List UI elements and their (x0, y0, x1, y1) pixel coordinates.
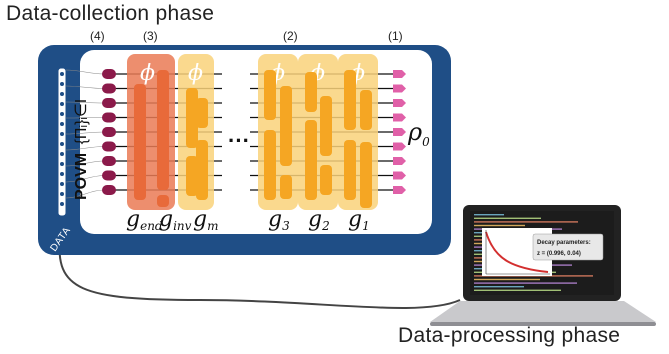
state-prep-marker (393, 99, 406, 107)
register-dot (60, 102, 64, 106)
measurement-marker (102, 98, 116, 108)
ellipsis: ··· (228, 128, 250, 153)
laptop: Decay parameters: z = (0.996, 0.04) (430, 205, 656, 326)
register-dot (60, 112, 64, 116)
register-link (65, 117, 105, 119)
data-processing-title: Data-processing phase (398, 324, 621, 347)
stage-label-3: (3) (143, 29, 158, 43)
gate-pillar (320, 165, 332, 195)
code-line (474, 221, 578, 223)
decay-popup (532, 233, 604, 261)
state-prep-marker (393, 142, 406, 151)
gate-pillar (360, 90, 372, 130)
register-dot (60, 122, 64, 126)
register-link (65, 146, 105, 151)
decay-popup-value: z = (0.996, 0.04) (537, 251, 581, 257)
gate-pillars (134, 70, 372, 208)
code-line (474, 224, 525, 227)
register-dot (60, 182, 64, 186)
register-link (65, 131, 105, 135)
gate-pillar (157, 195, 169, 207)
register-dot (60, 172, 64, 176)
gate-pillar (280, 86, 292, 166)
gate-pillar (196, 140, 208, 200)
register-dot (60, 142, 64, 146)
gate-pillar (186, 88, 198, 148)
register-dot (60, 192, 64, 196)
gate-pillar (344, 70, 356, 130)
gate-pillar (305, 72, 317, 112)
register-dot (60, 72, 64, 76)
register-dot (60, 82, 64, 86)
gate-pillar (264, 130, 276, 200)
decay-curve (485, 231, 549, 273)
state-prep-marker (393, 171, 406, 180)
gate-pillar (344, 140, 356, 200)
register-dots (60, 72, 64, 206)
data-collection-title: Data-collection phase (6, 2, 215, 25)
gate-pillar (196, 98, 208, 128)
state-prep-marker (393, 70, 406, 78)
laptop-base (430, 301, 656, 322)
g1-label: g1 (348, 207, 370, 233)
code-line (474, 286, 524, 288)
state-prep-markers (393, 70, 406, 194)
register-link (65, 175, 105, 183)
gate-pillar (134, 120, 146, 200)
code-line (474, 282, 577, 284)
rho-zero: ρ0 (407, 118, 430, 149)
stage-label-1: (1) (388, 29, 403, 43)
gate-pillar (186, 156, 198, 196)
povm-label: POVM {Πᵢ}ᵢ∈I (73, 99, 90, 200)
gate-pillar (264, 70, 276, 120)
code-line (474, 214, 504, 216)
state-prep-marker (393, 113, 406, 122)
stage-label-4: (4) (90, 29, 105, 43)
phi-label-gm: ϕ (188, 61, 203, 86)
g2-label: g2 (308, 207, 330, 233)
g-inv-label: ginv (159, 207, 192, 233)
measurement-marker (102, 112, 116, 123)
register-dot (60, 162, 64, 166)
gate-pillar (320, 96, 332, 156)
state-prep-marker (393, 84, 406, 93)
stage-label-2: (2) (283, 29, 298, 43)
measurement-marker (102, 156, 116, 166)
g3-label: g3 (268, 207, 290, 233)
register-dot (60, 92, 64, 96)
measurement-marker (102, 141, 116, 152)
gate-pillar (280, 175, 292, 199)
register-dot (60, 202, 64, 206)
measurement-marker (102, 69, 116, 79)
register-dot (60, 152, 64, 156)
register-link (65, 85, 105, 89)
register-dot (60, 132, 64, 136)
decay-popup-title: Decay parameters: (537, 240, 591, 246)
state-prep-marker (393, 186, 406, 194)
register-link (65, 69, 105, 75)
register-link (65, 189, 105, 199)
measurement-markers (102, 69, 116, 195)
code-line (474, 278, 540, 281)
gate-pillar (360, 142, 372, 208)
measurement-marker (102, 83, 116, 94)
g-m-label: gm (193, 207, 218, 233)
laptop-base-edge (430, 322, 656, 326)
measurement-marker (102, 127, 116, 137)
register-link (65, 160, 105, 167)
g-end-label: gend (126, 207, 163, 233)
data-cable (58, 235, 461, 309)
code-line (474, 289, 561, 291)
gate-pillar (157, 70, 169, 190)
code-line (474, 217, 541, 219)
gate-pillar (305, 120, 317, 200)
measurement-marker (102, 170, 116, 181)
register-link (65, 101, 105, 104)
measurement-marker (102, 185, 116, 195)
state-prep-marker (393, 157, 406, 165)
state-prep-marker (393, 128, 406, 136)
phi-label-end: ϕ (140, 61, 155, 86)
